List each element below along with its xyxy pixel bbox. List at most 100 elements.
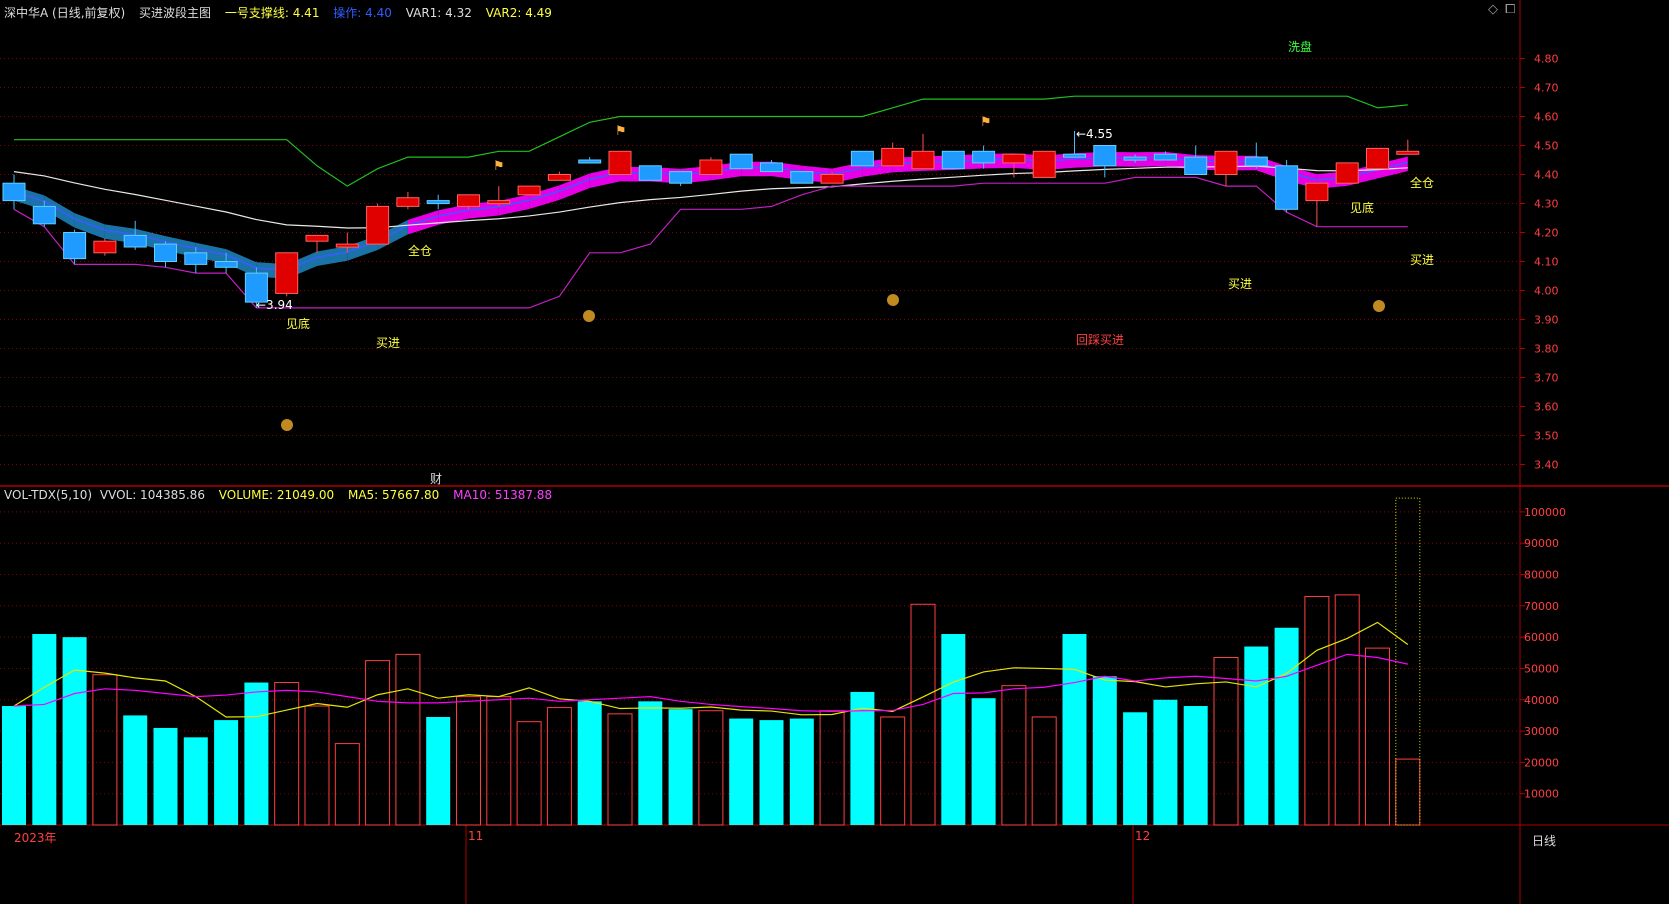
- period-label[interactable]: 日线: [1532, 834, 1557, 848]
- ma5-value: MA5: 57667.80: [347, 488, 440, 502]
- volume-bar-down: [1153, 699, 1178, 825]
- diamond-icon[interactable]: ◇: [1488, 2, 1498, 17]
- volume-bar-down: [244, 682, 269, 825]
- candle-down: [729, 153, 753, 170]
- volume-bar-up: [304, 705, 330, 826]
- volume-bar-down: [1244, 646, 1269, 825]
- volume-indicator-name[interactable]: VOL-TDX(5,10): [4, 488, 93, 502]
- candle-up: [457, 194, 480, 207]
- support-line-value: 一号支撑线: 4.41: [224, 6, 320, 20]
- vvol-bar: [1395, 497, 1421, 826]
- volume-tick-label: 10000: [1524, 788, 1559, 801]
- trend-ribbon-segment: [529, 185, 560, 209]
- price-tick-label: 4.00: [1534, 285, 1559, 298]
- candle-down: [214, 261, 238, 268]
- axis-ticks: 4.80 4.70 4.60 4.50 4.40 4.30 4.20 4.10 4.00 3.90…: [1520, 53, 1566, 801]
- month-label-dec: 12: [1135, 829, 1151, 843]
- ma10-line: [13, 653, 1408, 712]
- runner-icon: ⚑: [615, 124, 627, 139]
- money-bag-icon: [887, 294, 899, 306]
- candle-down: [1244, 156, 1268, 167]
- price-overlays: [13, 95, 1408, 309]
- trend-ribbon-segment: [559, 173, 590, 200]
- volume-bar-up: [1213, 657, 1239, 826]
- signal-label: 回踩买进: [1076, 333, 1124, 347]
- candle-down: [941, 150, 965, 170]
- volume-tick-label: 100000: [1524, 506, 1566, 519]
- trend-ribbon-segment: [226, 249, 257, 277]
- year-label: 2023年: [14, 831, 57, 845]
- price-tick-label: 4.30: [1534, 198, 1559, 211]
- volume-value: VOLUME: 21049.00: [218, 488, 335, 502]
- volume-bar-down: [426, 716, 451, 825]
- volume-bar-down: [638, 701, 663, 825]
- volume-bar-down: [1092, 676, 1117, 825]
- candle-down: [790, 171, 814, 184]
- price-tick-label: 4.20: [1534, 227, 1559, 240]
- money-bag-icon: [281, 419, 293, 431]
- ma10-value: MA10: 51387.88: [453, 488, 553, 502]
- candlesticks: [2, 131, 1420, 308]
- volume-bar-down: [941, 634, 966, 825]
- candle-up: [93, 240, 117, 254]
- trend-ribbon-segment: [407, 210, 439, 235]
- volume-tick-label: 40000: [1524, 694, 1559, 707]
- volume-bar-up: [1001, 685, 1027, 826]
- candle-down: [578, 159, 602, 164]
- candle-up: [396, 197, 420, 207]
- signal-label: 财: [430, 472, 442, 486]
- candle-up: [547, 174, 571, 181]
- price-tick-label: 3.50: [1534, 430, 1559, 443]
- volume-bar-up: [880, 716, 906, 826]
- price-tick-label: 3.60: [1534, 401, 1559, 414]
- trend-ribbon-segment: [44, 195, 75, 228]
- candle-up: [1396, 150, 1420, 155]
- var2-value: VAR2: 4.49: [485, 6, 552, 20]
- signal-label: 全仓: [1410, 175, 1434, 190]
- volume-bar-up: [365, 660, 391, 826]
- candle-down: [1063, 153, 1086, 158]
- volume-bar-down: [214, 720, 239, 825]
- candle-up: [608, 150, 632, 176]
- volume-bar-up: [1304, 595, 1330, 826]
- price-tick-label: 4.70: [1534, 82, 1559, 95]
- stock-title[interactable]: 深中华A (日线,前复权): [4, 6, 126, 20]
- candle-down: [426, 200, 450, 205]
- volume-bar-down: [32, 634, 57, 825]
- candle-up: [275, 252, 299, 294]
- volume-bar-down: [1123, 712, 1148, 825]
- volume-bar-up: [546, 707, 572, 826]
- candle-down: [1275, 165, 1299, 210]
- volume-tick-label: 60000: [1524, 631, 1559, 644]
- volume-tick-label: 80000: [1524, 569, 1559, 582]
- candle-up: [881, 147, 905, 167]
- volume-bar-up: [1334, 594, 1360, 826]
- slow-trend-line: [13, 165, 1408, 229]
- volume-bar-down: [1274, 627, 1299, 825]
- volume-bar-up: [516, 721, 542, 826]
- price-tick-label: 4.10: [1534, 256, 1559, 269]
- signal-label: 洗盘: [1288, 39, 1312, 54]
- volume-bar-down: [971, 698, 996, 825]
- price-tick-label: 3.70: [1534, 372, 1559, 385]
- price-tick-label: 3.90: [1534, 314, 1559, 327]
- candle-up: [1366, 147, 1389, 170]
- restore-window-icon[interactable]: ⧠: [1505, 2, 1516, 17]
- indicator-name[interactable]: 买进波段主图: [139, 6, 212, 20]
- candle-up: [366, 205, 390, 245]
- ma5-line: [13, 621, 1409, 718]
- volume-bar-up: [395, 653, 421, 826]
- price-tick-label: 4.80: [1534, 53, 1559, 66]
- candle-up: [305, 234, 329, 242]
- volume-bar-down: [759, 720, 784, 825]
- candle-up: [335, 243, 359, 248]
- candle-down: [972, 150, 996, 164]
- volume-bars: [2, 497, 1421, 826]
- signal-label: 见底: [286, 316, 310, 331]
- month-label-nov: 11: [468, 829, 484, 843]
- signal-label: ←4.55: [1076, 127, 1113, 141]
- candle-down: [850, 150, 874, 167]
- volume-bar-up: [456, 696, 481, 826]
- signal-label: 买进: [1228, 277, 1252, 291]
